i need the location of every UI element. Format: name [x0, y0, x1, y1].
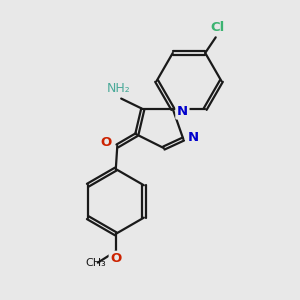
Text: NH₂: NH₂	[107, 82, 131, 95]
Text: O: O	[110, 252, 122, 265]
Text: N: N	[187, 131, 199, 144]
Text: O: O	[100, 136, 112, 149]
Text: CH₃: CH₃	[85, 258, 106, 268]
Text: N: N	[177, 105, 188, 118]
Text: Cl: Cl	[210, 21, 224, 34]
